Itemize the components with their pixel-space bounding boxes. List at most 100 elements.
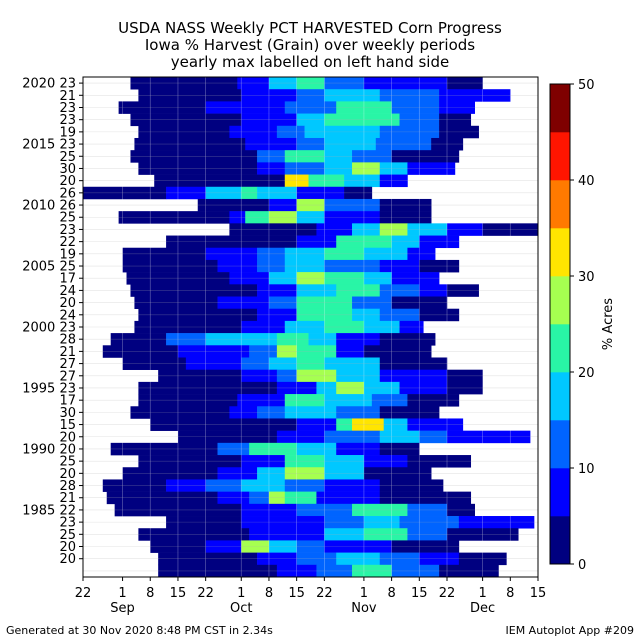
heatmap-cell (363, 247, 408, 261)
x-tick-label: 8 (265, 586, 273, 601)
heatmap-cell (217, 467, 258, 480)
y-tick-label: 24 (59, 308, 76, 323)
heatmap-cell (324, 394, 373, 407)
heatmap-cell (344, 174, 381, 188)
heatmap-cell (439, 101, 475, 114)
heatmap-cell (296, 89, 325, 102)
heatmap-cell (205, 101, 286, 114)
heatmap-cell (324, 430, 381, 444)
heatmap-cell (284, 162, 325, 175)
heatmap-cell (399, 381, 448, 395)
colorbar-tick-label: 50 (578, 78, 595, 93)
heatmap-cell (138, 125, 230, 139)
heatmap-cell (296, 137, 325, 151)
y-tick-label: 22 (59, 235, 76, 250)
heatmap-cell (363, 345, 432, 358)
heatmap-cell (102, 479, 167, 492)
y-tick-label: 26 (59, 186, 76, 201)
heatmap-cell (447, 430, 531, 444)
heatmap-cell (363, 467, 432, 480)
y-tick-label: 27 (59, 357, 76, 372)
y-tick-label: 23 (59, 223, 76, 238)
heatmap-cell (324, 89, 381, 102)
heatmap-cell (134, 137, 246, 151)
heatmap-cell (407, 418, 464, 431)
heatmap-cell (363, 455, 408, 468)
heatmap-cell (276, 564, 317, 578)
x-tick-label: 22 (316, 586, 333, 601)
month-label: Oct (230, 601, 252, 616)
heatmap-cell (134, 296, 218, 310)
heatmap-cell (118, 101, 206, 114)
heatmap-cell (229, 125, 278, 139)
heatmap-cell (296, 345, 337, 358)
heatmap-cell (375, 137, 432, 151)
heatmap-cell (324, 259, 381, 273)
heatmap-cell (134, 320, 242, 334)
heatmap-cell (439, 89, 511, 102)
heatmap-cell (296, 503, 353, 517)
colorbar: 0 10 20 30 40 50 % Acres (549, 78, 616, 573)
heatmap-cell (336, 345, 365, 358)
y-tick-label: 25 (59, 528, 76, 543)
heatmap-cell (407, 394, 460, 407)
heatmap-cell (308, 174, 345, 188)
heatmap-cell (447, 369, 483, 383)
heatmap-cell (379, 125, 440, 139)
heatmap-cell (407, 247, 436, 261)
y-tick-label: 20 (59, 552, 76, 567)
heatmap-cell (284, 491, 317, 505)
heatmap-cell (296, 235, 337, 249)
heatmap-cell (102, 345, 179, 358)
heatmap-cell (324, 272, 365, 285)
chart-title-line-1: USDA NASS Weekly PCT HARVESTED Corn Prog… (118, 19, 502, 37)
heatmap-cell (324, 77, 365, 90)
heatmap-cell (419, 430, 448, 444)
heatmap-cell (154, 174, 286, 188)
y-tick-label: 17 (59, 272, 76, 287)
heatmap-cell (257, 552, 297, 566)
heatmap-cell (296, 198, 325, 212)
heatmap-cell (276, 333, 309, 346)
heatmap-cell (118, 211, 230, 224)
heatmap-cell (419, 235, 460, 249)
heatmap-cell (324, 320, 365, 334)
colorbar-frame (549, 83, 571, 565)
heatmap-cell (352, 296, 392, 310)
heatmap-cell (296, 186, 345, 200)
month-label: Sep (110, 601, 135, 616)
heatmap-cell (316, 564, 353, 578)
app-footer: IEM Autoplot App #209 (505, 624, 635, 637)
y-tick-label: 20 (59, 430, 76, 445)
heatmap-cell (276, 369, 297, 383)
heatmap-cell (138, 308, 258, 322)
heatmap-cell (379, 430, 420, 444)
heatmap-cell (336, 381, 365, 395)
heatmap-cell (284, 406, 337, 419)
heatmap-cell (130, 406, 230, 419)
heatmap-cell (185, 357, 242, 370)
heatmap-cell (138, 528, 250, 541)
heatmap-cell (138, 89, 242, 102)
heatmap-cell (399, 320, 424, 334)
heatmap-cell (268, 491, 286, 505)
heatmap-cell (336, 406, 381, 419)
heatmap-cell (166, 333, 206, 346)
x-tick-label: 15 (170, 586, 187, 601)
heatmap-cell (439, 564, 499, 578)
heatmap-cell (296, 77, 325, 90)
heatmap-cell (296, 113, 325, 127)
heatmap-cell (447, 284, 479, 297)
heatmap-cell (83, 186, 167, 200)
heatmap-cell (304, 125, 381, 139)
x-tick-label: 15 (411, 586, 428, 601)
heatmap-cell (352, 308, 381, 322)
heatmap-cell (391, 150, 460, 163)
heatmap-cell (166, 516, 242, 529)
y-tick-label: 2005 25 (22, 260, 76, 275)
heatmap-cell (158, 564, 278, 578)
heatmap-cell (363, 381, 400, 395)
heatmap-cell (379, 406, 440, 419)
heatmap-cell (284, 247, 325, 261)
y-tick-label: 24 (59, 284, 76, 299)
